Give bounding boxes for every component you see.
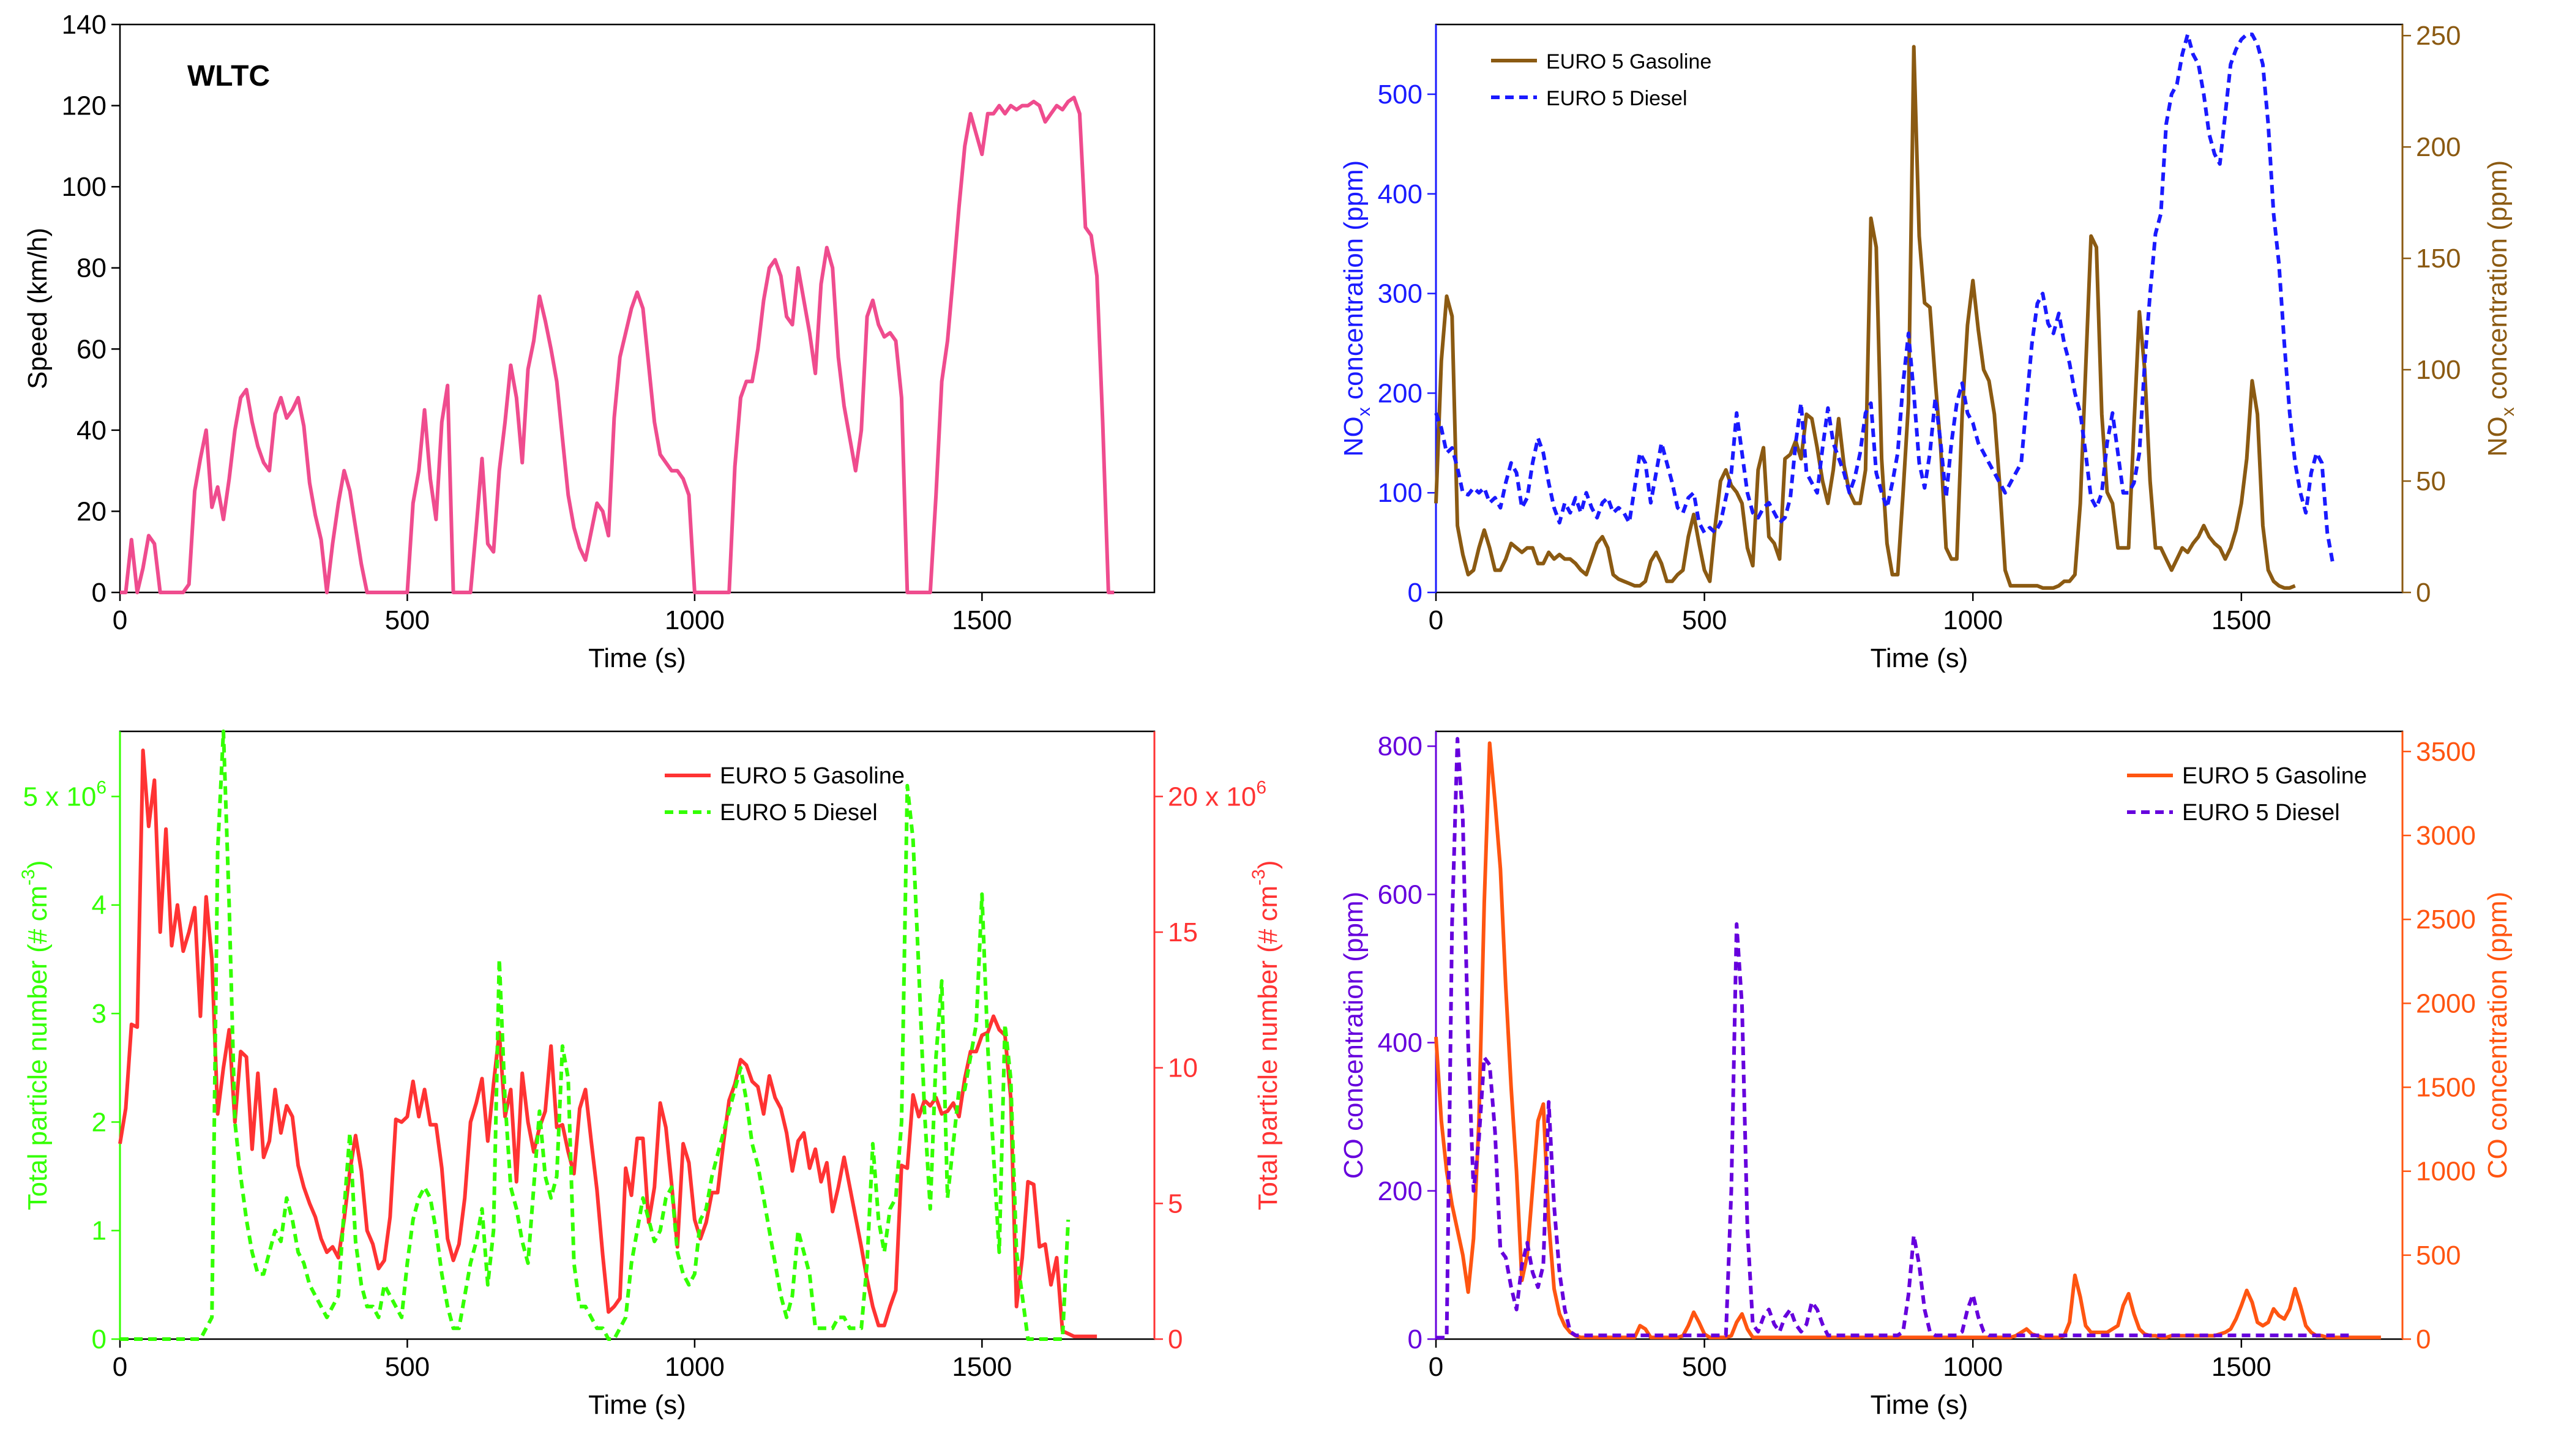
y-left-tick-label: 2 — [92, 1107, 107, 1137]
x-tick-label: 1000 — [665, 1352, 725, 1382]
y-left-tick-label: 200 — [1378, 1176, 1422, 1206]
y-left-tick-label: 80 — [77, 253, 107, 283]
y-right-tick-label: 15 — [1168, 917, 1198, 947]
y-right-tick-label: 0 — [1168, 1324, 1183, 1354]
y-left-tick-label: 20 — [77, 496, 107, 526]
y-left-tick-label: 100 — [62, 172, 107, 202]
y-left-tick-label: 40 — [77, 416, 107, 446]
y-right-tick-label: 3500 — [2416, 737, 2476, 767]
legend-label: EURO 5 Gasoline — [2182, 763, 2367, 789]
chart-nox: 0 500 1000 1500 Time (s) 0 100 200 300 400 500 0 50 1… — [1339, 21, 2518, 673]
y-left-tick-label: 140 — [62, 10, 107, 40]
chart-annotation: WLTC — [187, 60, 270, 92]
series-line-euro-5-diesel — [120, 730, 1071, 1341]
y-left-tick-label: 0 — [1408, 578, 1422, 608]
x-axis-label: Time (s) — [588, 643, 686, 673]
chart-pn: 0 500 1000 1500 Time (s) 0 1 2 3 4 5 x 106 0 5 10 15 20… — [18, 730, 1283, 1420]
x-tick-label: 1500 — [2211, 605, 2271, 635]
legend-label: EURO 5 Diesel — [2182, 800, 2340, 826]
series-line-euro-5-gasoline — [1434, 45, 2296, 590]
y-right-tick-label: 5 — [1168, 1189, 1183, 1219]
y-right-exponent: 6 — [1256, 777, 1266, 797]
y-right-tick-label: 3000 — [2416, 821, 2476, 851]
y-right-tick-label: 2000 — [2416, 988, 2476, 1018]
y-right-axis-label: NOx concentration (ppm) — [2483, 160, 2518, 457]
y-left-tick-label: 4 — [92, 890, 107, 920]
y-left-tick-label: 500 — [1378, 80, 1422, 110]
x-tick-label: 0 — [113, 605, 127, 635]
legend-label: EURO 5 Diesel — [720, 800, 878, 826]
x-tick-label: 1000 — [1943, 605, 2003, 635]
x-tick-label: 500 — [385, 1352, 430, 1382]
y-left-tick-label: 0 — [1408, 1324, 1422, 1354]
y-right-axis-label: Total particle number (# cm-3) — [1249, 861, 1283, 1211]
y-right-tick-label: 2500 — [2416, 905, 2476, 935]
x-tick-label: 500 — [1682, 605, 1727, 635]
legend: EURO 5 Gasoline EURO 5 Diesel — [665, 763, 905, 826]
y-left-tick-label: 60 — [77, 334, 107, 364]
series-line-euro-5-diesel — [1434, 32, 2335, 563]
y-right-tick-label: 1000 — [2416, 1157, 2476, 1187]
y-left-tick-label: 120 — [62, 91, 107, 121]
y-right-tick-label: 0 — [2416, 578, 2431, 608]
x-tick-label: 0 — [113, 1352, 127, 1382]
y-right-tick-label: 500 — [2416, 1241, 2461, 1271]
y-right-tick-label: 150 — [2416, 244, 2461, 274]
legend-label: EURO 5 Diesel — [1546, 87, 1688, 110]
x-tick-label: 0 — [1429, 605, 1443, 635]
y-right-tick-label: 1500 — [2416, 1073, 2476, 1103]
x-tick-label: 1500 — [952, 605, 1012, 635]
series-line-euro-5-gasoline — [118, 749, 1097, 1338]
y-left-axis-label: CO concentration (ppm) — [1339, 892, 1369, 1179]
legend-label: EURO 5 Gasoline — [720, 763, 905, 789]
legend-label: EURO 5 Gasoline — [1546, 50, 1711, 73]
legend: EURO 5 Gasoline EURO 5 Diesel — [1491, 50, 1711, 110]
y-left-tick-label: 1 — [92, 1216, 107, 1246]
series-line-euro-5-diesel — [1436, 737, 2349, 1340]
y-left-tick-label: 400 — [1378, 1028, 1422, 1058]
y-right-tick-label: 200 — [2416, 132, 2461, 162]
y-left-tick-label: 0 — [92, 1324, 107, 1354]
y-left-axis-label: NOx concentration (ppm) — [1339, 160, 1374, 457]
x-tick-label: 1000 — [1943, 1352, 2003, 1382]
y-right-tick-label: 20 x 106 — [1168, 777, 1266, 812]
series-line-0 — [120, 95, 1115, 594]
x-tick-label: 1500 — [2211, 1352, 2271, 1382]
chart-speed: 0 500 1000 1500 Time (s) 0 20 40 60 80 100 120 140 Sp… — [23, 10, 1156, 673]
x-tick-label: 0 — [1429, 1352, 1443, 1382]
y-right-axis-label: CO concentration (ppm) — [2483, 892, 2513, 1179]
y-left-tick-label: 100 — [1378, 478, 1422, 508]
y-left-exponent: 6 — [96, 777, 107, 797]
y-right-tick-label: 0 — [2416, 1324, 2431, 1354]
y-left-tick-label: 400 — [1378, 179, 1422, 209]
y-left-tick-label: 800 — [1378, 731, 1422, 761]
y-left-tick-label: 0 — [92, 578, 107, 608]
x-tick-label: 500 — [385, 605, 430, 635]
x-tick-label: 1500 — [952, 1352, 1012, 1382]
y-left-tick-label: 3 — [92, 999, 107, 1029]
x-tick-label: 1000 — [665, 605, 725, 635]
y-right-tick-label: 50 — [2416, 466, 2446, 496]
y-right-tick-label: 10 — [1168, 1053, 1198, 1083]
y-left-axis-label: Total particle number (# cm-3) — [18, 861, 53, 1211]
plot-frame — [119, 23, 1156, 594]
y-left-tick-label: 300 — [1378, 279, 1422, 309]
x-axis-label: Time (s) — [1871, 1390, 1968, 1420]
x-axis-label: Time (s) — [588, 1390, 686, 1420]
y-left-tick-label: 600 — [1378, 879, 1422, 909]
legend: EURO 5 Gasoline EURO 5 Diesel — [2127, 763, 2367, 826]
y-left-tick-label: 5 x 106 — [23, 777, 107, 812]
chart-co: 0 500 1000 1500 Time (s) 0 200 400 600 800 0 500 100… — [1339, 730, 2513, 1420]
series-line-euro-5-gasoline — [1434, 741, 2381, 1340]
y-left-tick-label: 200 — [1378, 378, 1422, 408]
y-right-tick-label: 100 — [2416, 355, 2461, 385]
y-axis-label: Speed (km/h) — [23, 228, 53, 389]
y-right-tick-label: 250 — [2416, 21, 2461, 51]
x-tick-label: 500 — [1682, 1352, 1727, 1382]
x-axis-label: Time (s) — [1871, 643, 1968, 673]
